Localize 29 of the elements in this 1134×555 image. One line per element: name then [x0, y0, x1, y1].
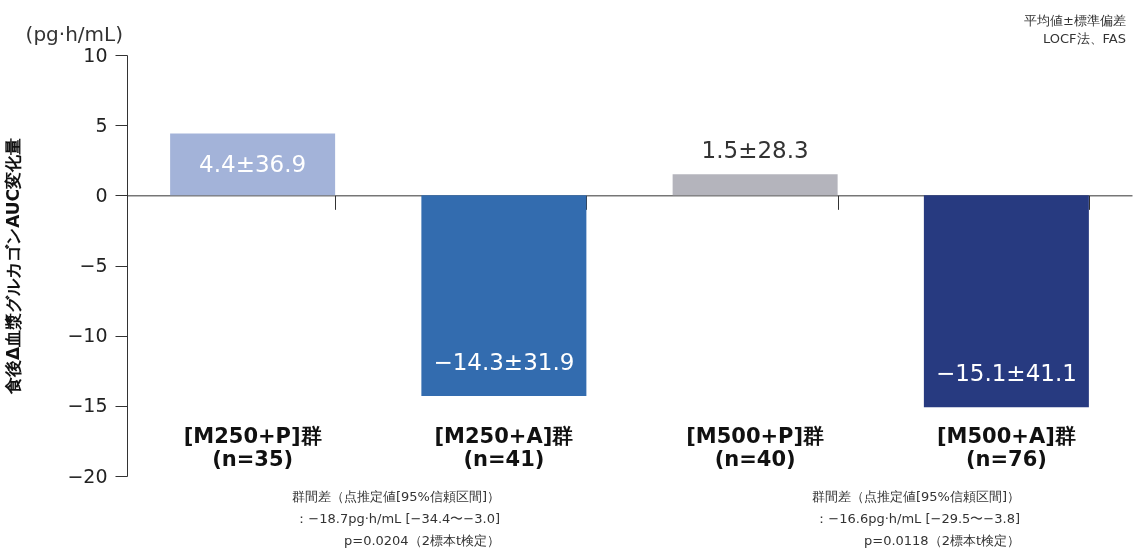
text: ：−16.6pg·h/mL [−29.5〜−3.8]: [815, 511, 1020, 526]
y-axis-title: 食後Δ血漿グルカゴンAUC変化量: [3, 137, 24, 396]
x-tick-label: [M250+A]群 (n=41): [434, 423, 574, 471]
y-tick-label: 5: [95, 113, 108, 136]
y-tick-label: 10: [83, 43, 108, 66]
text: LOCF法、FAS: [1043, 31, 1126, 46]
y-tick-label: −5: [79, 254, 108, 276]
x-tick-label: [M500+A]群 (n=76): [936, 423, 1076, 471]
data-label: 1.5±28.3: [701, 137, 809, 164]
bar: [170, 133, 336, 196]
data-label: 4.4±36.9: [199, 150, 307, 177]
data-label: −14.3±31.9: [433, 349, 575, 376]
text: p=0.0118（2標本t検定）: [864, 533, 1020, 548]
bar: [672, 174, 838, 196]
bar: [421, 195, 587, 397]
text: 平均値±標準偏差: [1024, 13, 1126, 28]
y-tick-label: −15: [67, 394, 108, 417]
y-tick-label: 0: [95, 183, 108, 206]
x-tick-label: [M500+P]群 (n=40): [686, 423, 825, 471]
text: (pg·h/mL): [25, 22, 123, 46]
x-tick-label: [M250+P]群 (n=35): [183, 423, 322, 471]
text: 群間差（点推定値[95%信頼区間]）: [811, 489, 1020, 504]
data-label: −15.1±41.1: [935, 360, 1077, 387]
y-tick-label: −10: [67, 324, 108, 347]
text: 群間差（点推定値[95%信頼区間]）: [291, 489, 500, 504]
text: p=0.0204（2標本t検定）: [344, 533, 500, 548]
y-tick-label: −20: [67, 464, 108, 487]
text: ：−18.7pg·h/mL [−34.4〜−3.0]: [295, 511, 500, 526]
bar: [923, 195, 1089, 408]
